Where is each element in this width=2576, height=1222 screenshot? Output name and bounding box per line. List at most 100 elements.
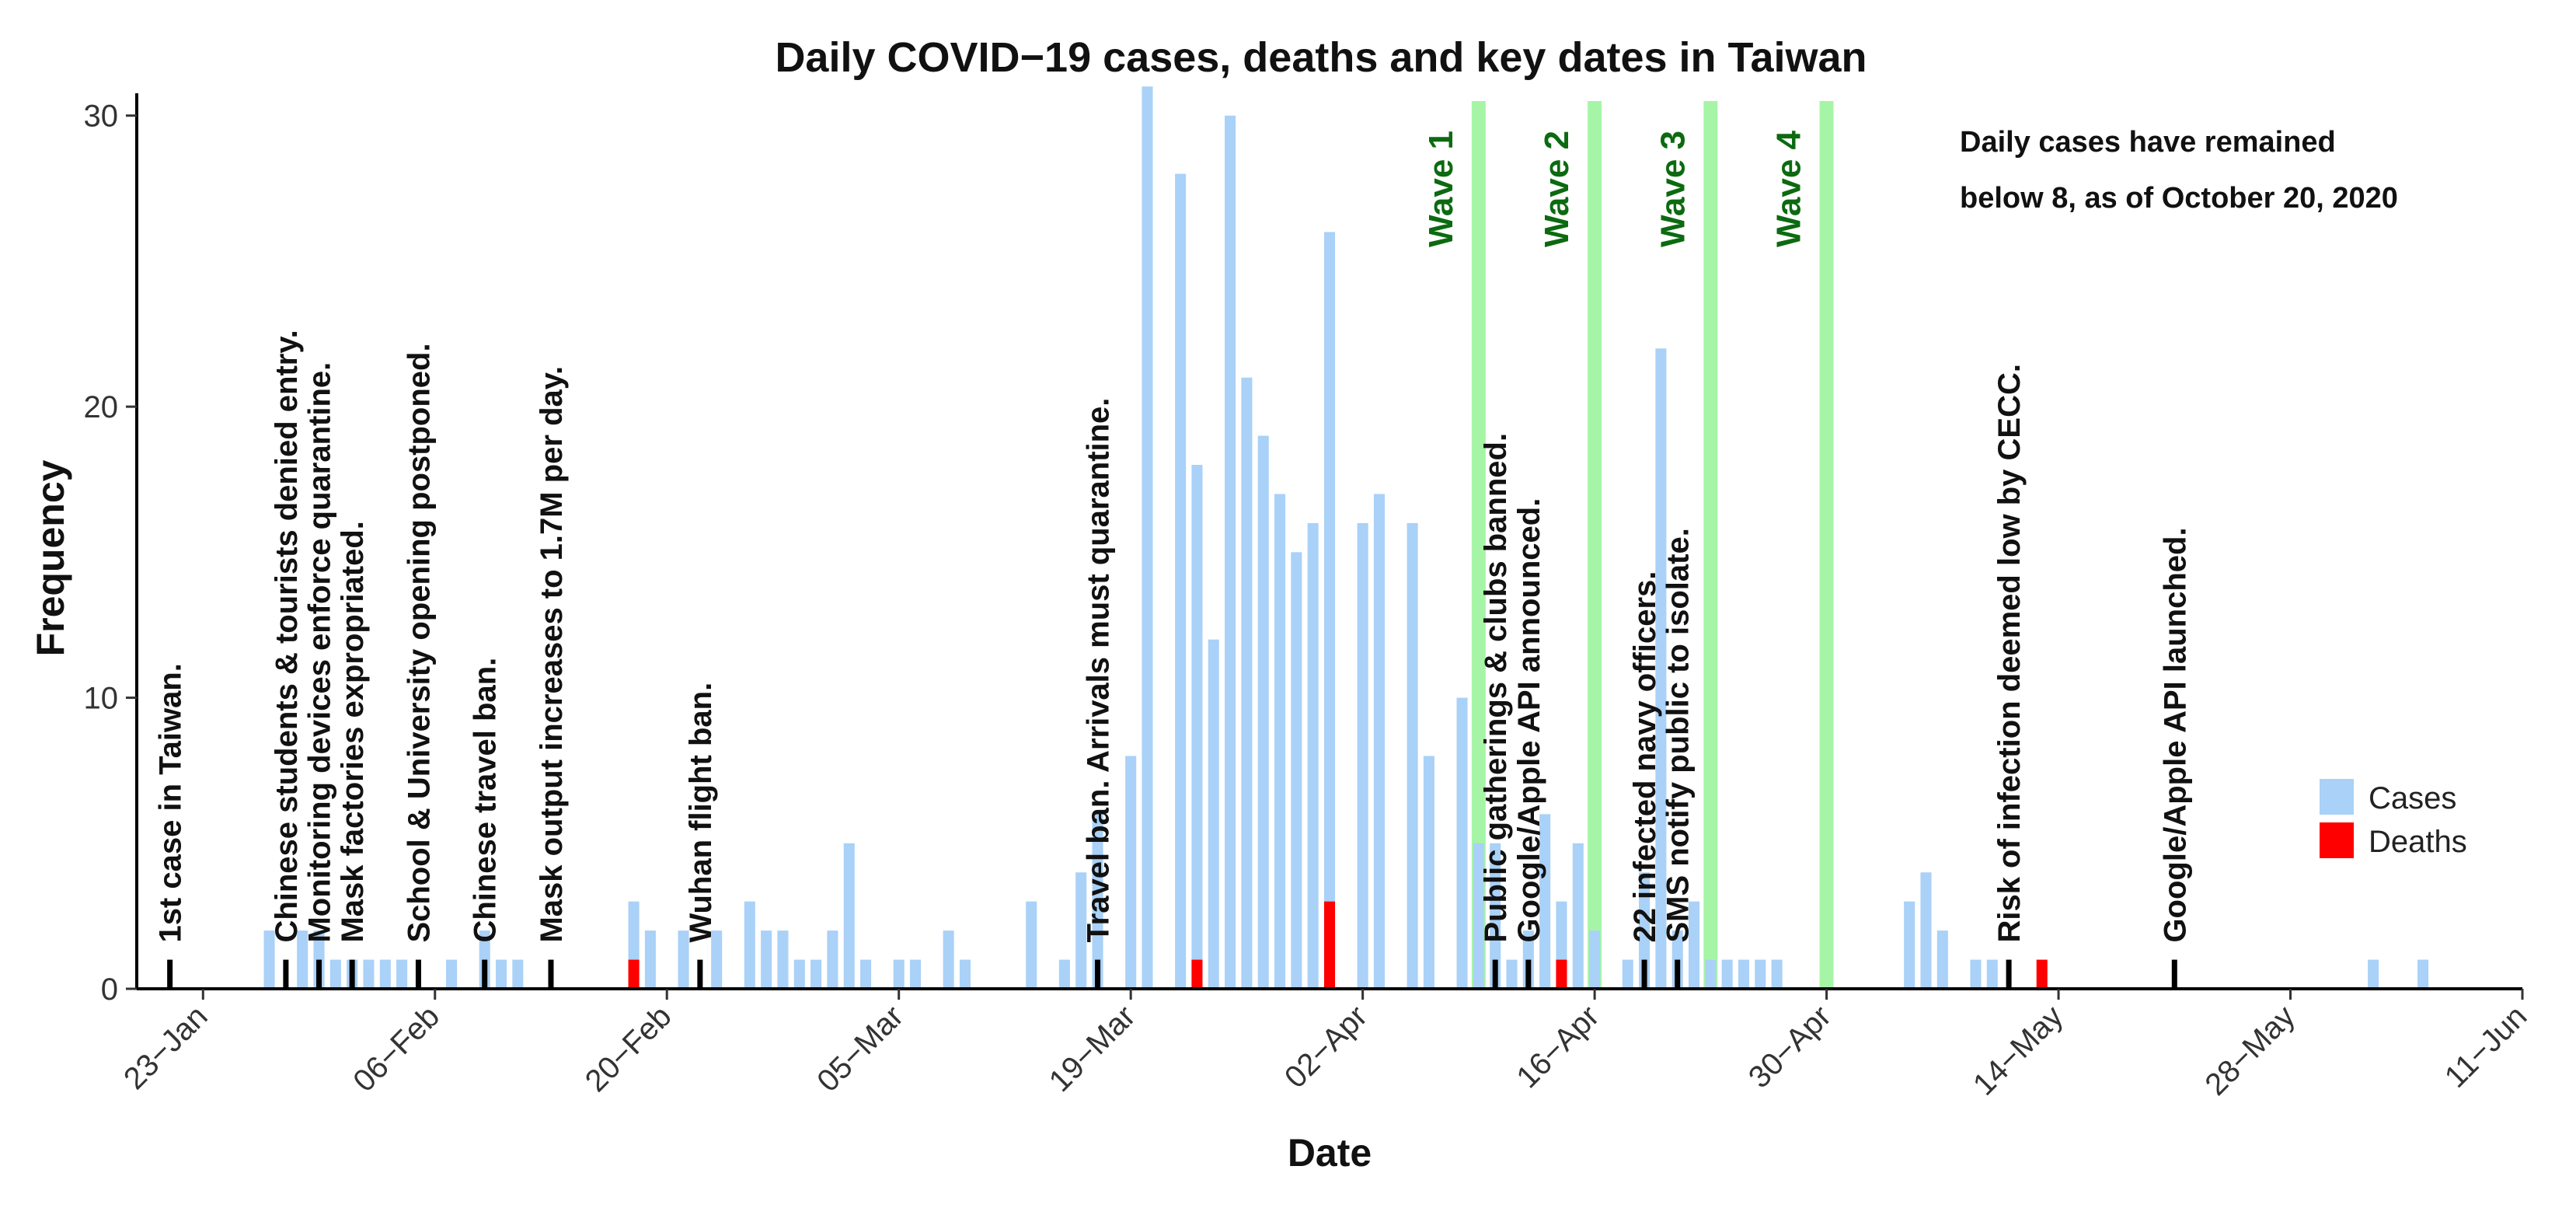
event-marker-13 [2006,959,2012,989]
case-bar-0 [263,930,275,989]
wave-band-1 [1471,101,1486,989]
annotation-line-1: Daily cases have remained [1960,126,2336,159]
case-bar-22 [843,843,855,989]
case-bar-19 [793,959,805,989]
legend-swatch-cases [2320,779,2354,815]
case-bar-55 [1572,843,1584,989]
case-bar-28 [1026,901,1037,989]
wave-band-4 [1819,101,1834,989]
event-label-6: Mask output increases to 1.7M per day. [535,366,569,943]
wave-band-3 [1703,101,1718,989]
case-bar-42 [1307,522,1319,989]
case-bar-36 [1208,639,1219,989]
event-marker-10 [1525,959,1532,989]
event-marker-4 [415,959,421,989]
case-bar-68 [1920,872,1932,989]
case-bar-72 [2368,959,2379,989]
event-label-13: Risk of infection deemed low by CECC. [1992,364,2027,943]
case-bar-31 [1092,814,1103,989]
case-bar-44 [1357,522,1368,989]
case-bar-46 [1407,522,1418,989]
x-tick-label-1: 06−Feb [347,999,446,1098]
y-tick-label-3: 30 [84,100,119,134]
event-label-8: Travel ban. Arrivals must quarantine. [1082,398,1116,943]
event-label-9: Public gatherings & clubs banned. [1479,433,1513,943]
event-label-3: Mask factories expropriated. [336,521,370,942]
event-label-2: Monitoring devices enforce quarantine. [303,362,337,943]
x-tick-label-8: 14−May [1967,999,2070,1102]
x-tick-label-6: 16−Apr [1510,999,1605,1095]
case-bar-56 [1589,930,1601,989]
event-marker-7 [697,959,703,989]
case-bar-38 [1241,377,1253,989]
event-label-0: 1st case in Taiwan. [154,663,188,942]
y-tick-label-1: 10 [84,682,119,716]
case-bar-73 [2417,959,2429,989]
wave-label-1: Wave 1 [1422,131,1460,247]
case-bar-49 [1473,843,1484,989]
case-bar-23 [860,959,872,989]
y-axis-title: Frequency [29,459,72,656]
case-bar-71 [1986,959,1998,989]
event-label-14: Google/Apple API launched. [2158,527,2192,942]
case-bar-6 [379,959,391,989]
case-bar-27 [959,959,971,989]
event-marker-1 [283,959,289,989]
axes-layer [135,93,2522,990]
case-bar-50 [1490,843,1501,989]
case-bar-39 [1257,435,1269,989]
case-bar-48 [1456,697,1468,989]
case-bar-32 [1125,756,1137,989]
event-marker-8 [1095,959,1101,989]
wave-label-3: Wave 3 [1654,131,1692,247]
case-bar-66 [1771,959,1783,989]
events-layer: 1st case in Taiwan. Chinese students & to… [154,330,2192,989]
case-bar-62 [1705,959,1717,989]
death-bar-1 [1191,959,1203,989]
waves-layer: Wave 1 Wave 2 Wave 3 Wave 4 [1422,101,1834,989]
case-bar-1 [297,930,308,989]
case-bar-51 [1506,959,1518,989]
y-tick-label-2: 20 [84,390,119,424]
x-tick-label-5: 02−Apr [1278,999,1374,1095]
case-bar-17 [761,930,772,989]
event-label-7: Wuhan flight ban. [684,683,718,943]
case-bar-33 [1142,86,1153,989]
case-bar-57 [1622,959,1633,989]
death-bar-2 [1323,901,1336,989]
wave-band-2 [1588,101,1602,989]
x-tick-label-3: 05−Mar [810,999,910,1098]
event-label-12: SMS notify public to isolate. [1661,528,1696,942]
event-label-10: Google/Apple API announced. [1512,498,1546,943]
case-bar-15 [711,930,723,989]
event-marker-6 [548,959,554,989]
event-marker-9 [1492,959,1498,989]
case-bar-25 [909,959,922,989]
case-bar-69 [1936,930,1948,989]
event-label-11: 22 infected navy officers. [1628,571,1662,943]
death-bar-4 [2036,959,2048,989]
case-bar-58 [1639,872,1651,989]
legend-label-deaths: Deaths [2369,825,2467,859]
case-bar-29 [1058,959,1070,989]
case-bar-61 [1688,901,1700,989]
case-bar-13 [644,930,656,989]
bars-layer [263,86,2429,989]
annotation-box: Daily cases have remained below 8, as of… [1960,126,2398,215]
x-tick-label-4: 19−Mar [1043,999,1142,1098]
case-bar-70 [1970,959,1982,989]
case-bar-11 [512,959,524,989]
chart-title: Daily COVID−19 cases, deaths and key dat… [775,34,1867,81]
case-bar-47 [1423,756,1434,989]
x-tick-label-10: 11−Jun [2438,999,2534,1095]
wave-label-4: Wave 4 [1770,130,1808,247]
event-label-4: School & University opening postponed. [402,343,436,942]
case-bar-18 [777,930,789,989]
case-bar-20 [810,959,822,989]
event-marker-0 [167,959,173,989]
event-label-5: Chinese travel ban. [469,658,503,943]
case-bar-63 [1721,959,1733,989]
event-marker-5 [482,959,488,989]
